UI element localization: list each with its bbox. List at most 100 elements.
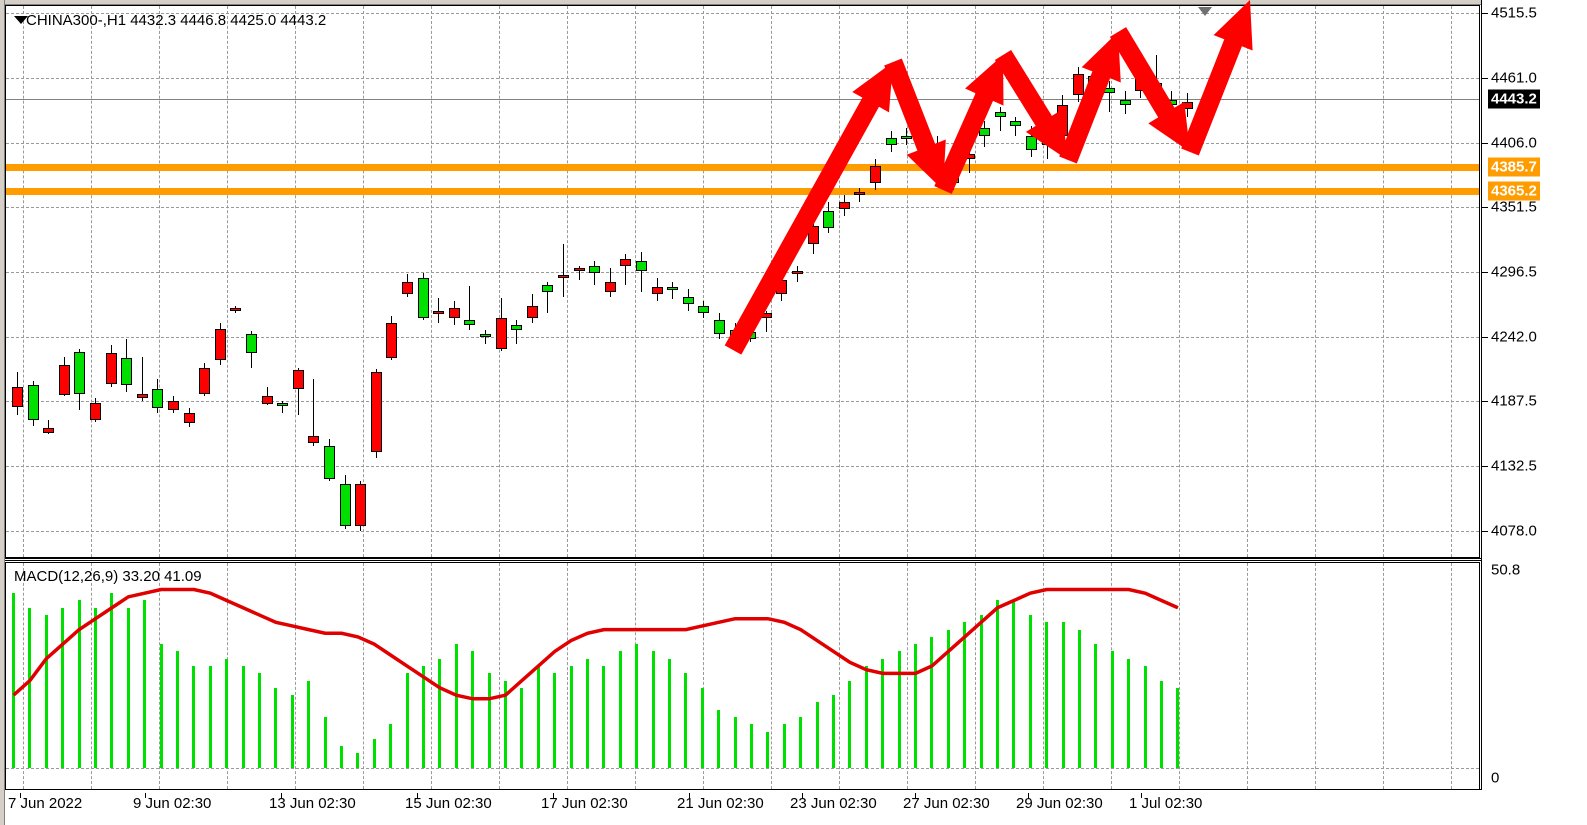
macd-bar xyxy=(914,644,917,768)
candle-body xyxy=(885,137,897,145)
candle-body xyxy=(604,282,616,292)
candle-body xyxy=(589,265,601,273)
time-label: 17 Jun 02:30 xyxy=(541,795,628,812)
price-chart-header: CHINA300-,H1 4432.3 4446.8 4425.0 4443.2 xyxy=(26,12,327,29)
candle-body xyxy=(448,308,460,318)
gridline-v xyxy=(907,563,908,789)
scale-tick xyxy=(1481,466,1488,468)
panel-divider xyxy=(5,558,1481,561)
macd-bar xyxy=(651,651,655,768)
candle-wick xyxy=(968,149,970,174)
price-chart-panel[interactable]: CHINA300-,H1 4432.3 4446.8 4425.0 4443.2 xyxy=(5,5,1480,558)
gridline-v xyxy=(91,563,92,789)
gridline-v xyxy=(975,6,976,557)
candle-wick xyxy=(48,419,50,434)
macd-bar xyxy=(1143,666,1147,768)
macd-bar xyxy=(372,738,376,768)
gridline-v xyxy=(1043,6,1044,557)
candle-body xyxy=(558,275,569,279)
candle-body xyxy=(495,317,507,349)
macd-bar xyxy=(881,658,885,768)
macd-bar xyxy=(340,746,343,768)
candle-body xyxy=(370,372,382,452)
price-scale[interactable]: 4515.5 4461.0 4406.0 4351.5 4296.5 4242.0 4187… xyxy=(1481,0,1587,825)
candle-wick xyxy=(1109,81,1110,112)
gridline-v xyxy=(1383,563,1384,789)
candle-body xyxy=(854,192,866,196)
gridline-v xyxy=(839,6,840,557)
candle-body xyxy=(1041,140,1053,145)
macd-bar xyxy=(454,644,458,768)
gridline-v xyxy=(499,563,500,789)
scale-label: 4461.0 xyxy=(1491,69,1537,87)
scale-label: 4406.0 xyxy=(1491,134,1537,152)
macd-bar xyxy=(733,717,737,768)
macd-bar xyxy=(520,687,524,768)
candle-body xyxy=(776,279,788,295)
macd-bar xyxy=(126,607,130,768)
candle-body xyxy=(714,320,725,335)
candle-body xyxy=(838,201,850,209)
candle-body xyxy=(27,385,39,420)
gridline-v xyxy=(363,6,364,557)
macd-bar xyxy=(930,636,934,768)
macd-bar xyxy=(12,593,15,768)
macd-bar xyxy=(782,724,786,768)
macd-bar xyxy=(684,673,688,768)
scale-tick xyxy=(1481,272,1488,274)
macd-bar xyxy=(635,644,639,768)
candle-body xyxy=(1150,83,1162,89)
time-tick xyxy=(145,793,146,798)
candle-body xyxy=(1088,76,1100,89)
gridline-v xyxy=(975,563,976,789)
macd-bar xyxy=(799,717,803,768)
macd-bar xyxy=(1078,629,1081,768)
candle-body xyxy=(152,388,164,408)
candle-wick xyxy=(1046,135,1048,160)
candle-body xyxy=(230,308,242,312)
macd-bar xyxy=(389,724,393,768)
time-label: 23 Jun 02:30 xyxy=(790,795,877,812)
macd-bar xyxy=(422,666,425,768)
scale-label: 50.8 xyxy=(1491,561,1521,579)
candle-body xyxy=(963,154,975,160)
macd-bar xyxy=(815,702,819,768)
macd-chart-panel[interactable]: MACD(12,26,9) 33.20 41.09 xyxy=(5,562,1480,790)
gridline-v xyxy=(159,6,160,557)
gridline-v xyxy=(1179,6,1180,557)
scale-tick xyxy=(1481,13,1488,14)
macd-bar xyxy=(28,607,32,768)
gridline-v xyxy=(703,6,704,557)
candle-body xyxy=(667,287,679,291)
gridline-v xyxy=(635,6,636,557)
gridline-v xyxy=(227,6,228,557)
candle-body xyxy=(402,282,413,295)
candle-wick xyxy=(1015,116,1017,136)
macd-bar xyxy=(1028,615,1032,768)
macd-bar xyxy=(225,658,229,768)
gridline-v xyxy=(1315,563,1316,789)
scale-axis-line xyxy=(1481,0,1482,790)
macd-bar xyxy=(159,644,163,768)
macd-bar xyxy=(1094,644,1098,768)
candle-body xyxy=(355,483,367,527)
macd-bar xyxy=(1110,651,1114,768)
candle-body xyxy=(542,284,554,292)
candle-body xyxy=(1072,73,1084,96)
gridline-v xyxy=(771,6,772,557)
candle-body xyxy=(199,367,211,394)
macd-bar xyxy=(307,680,311,768)
support-line-2[interactable] xyxy=(6,187,1479,195)
candle-body xyxy=(979,128,991,136)
macd-bar xyxy=(405,673,409,768)
triangle-down-icon[interactable] xyxy=(14,16,28,24)
macd-bar xyxy=(504,680,507,768)
gridline-v xyxy=(1247,6,1248,557)
time-label: 15 Jun 02:30 xyxy=(405,795,492,812)
candle-wick xyxy=(609,268,611,297)
candle-body xyxy=(573,268,585,272)
candle-body xyxy=(464,320,476,325)
candle-body xyxy=(526,306,538,318)
support-line-1[interactable] xyxy=(6,163,1479,171)
macd-bar xyxy=(586,658,589,768)
